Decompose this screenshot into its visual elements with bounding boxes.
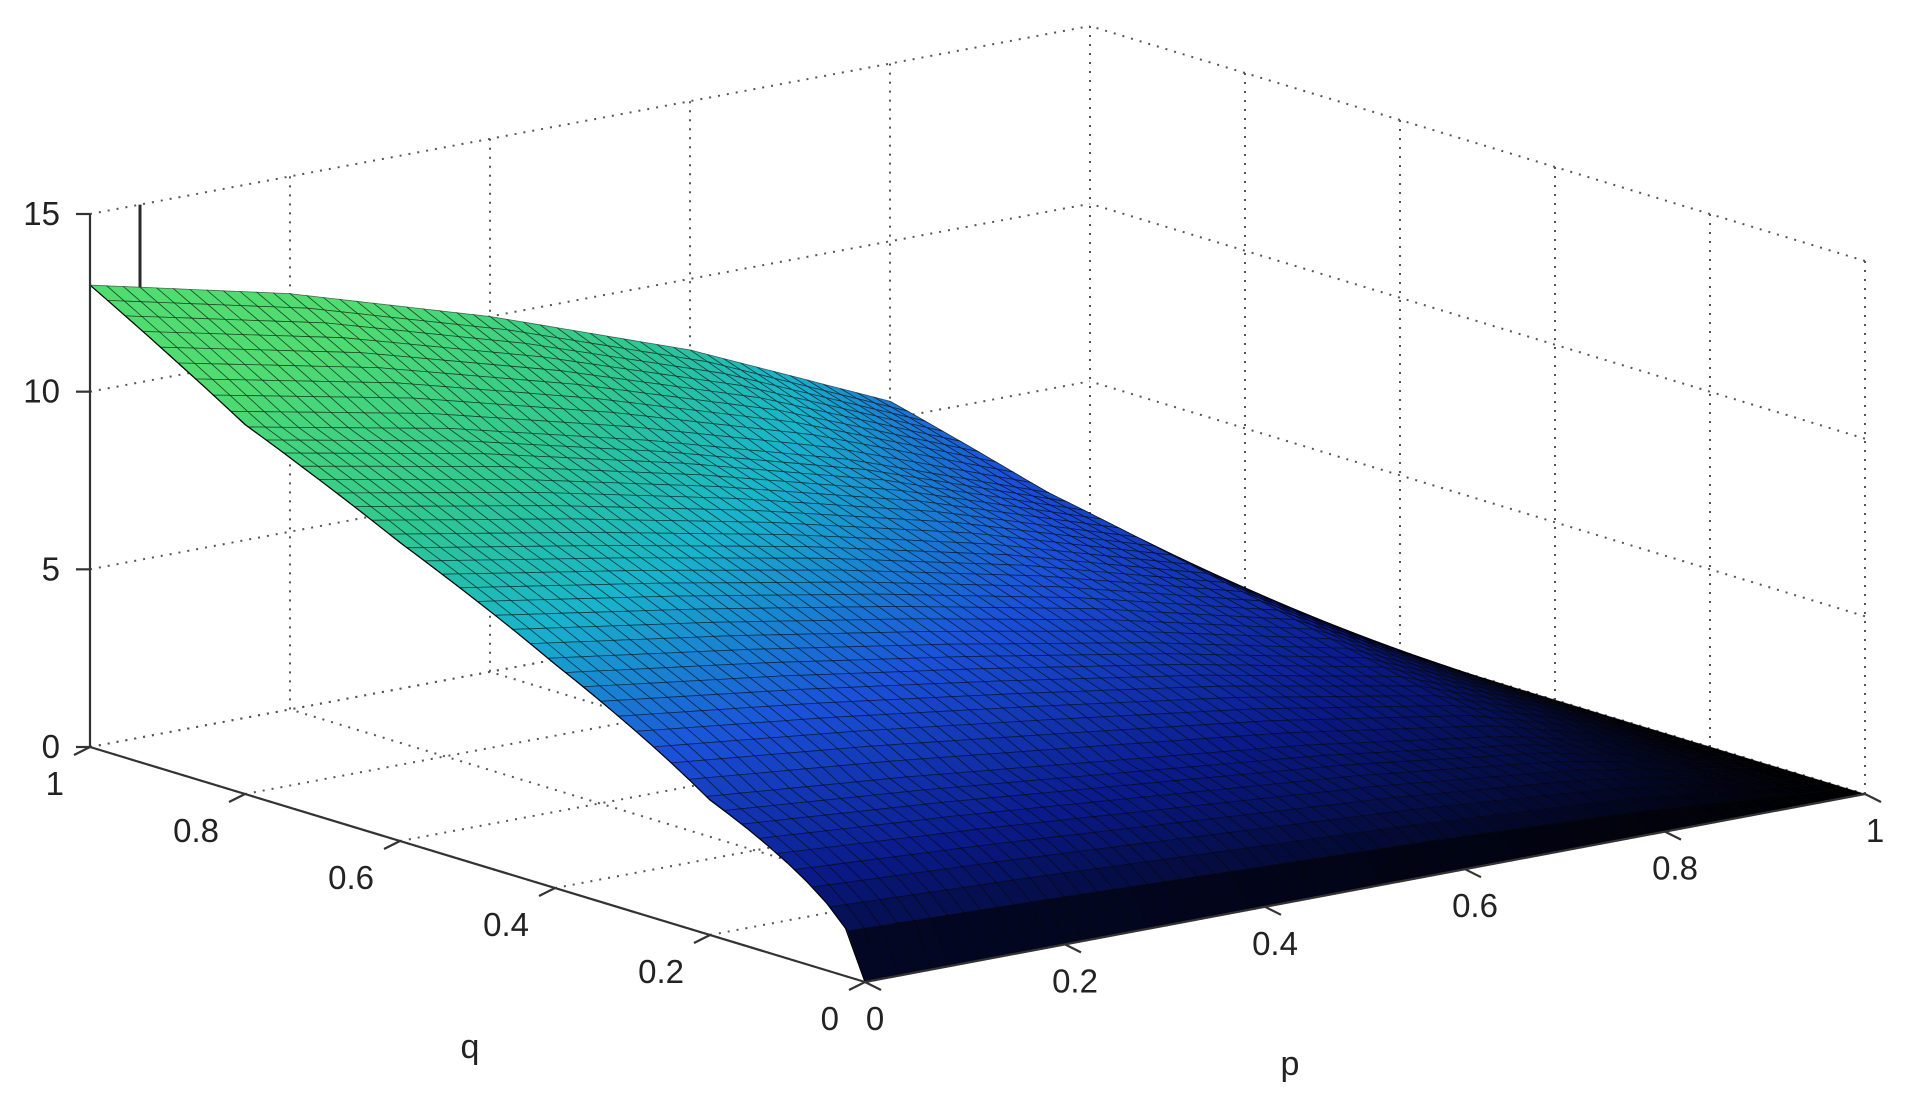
grid-line (89, 25, 1091, 215)
z-tick-label: 5 (42, 550, 60, 587)
p-tick-label: 1 (1866, 812, 1884, 849)
q-tick-label: 0.6 (328, 859, 374, 896)
grid-line (1089, 202, 1866, 440)
z-tick-label: 15 (23, 195, 60, 232)
q-axis-line (89, 745, 866, 984)
q-tick-label: 0 (821, 1000, 839, 1037)
axis-labels: p q (461, 1028, 1300, 1083)
q-tick (383, 840, 401, 850)
grid-line (89, 202, 1091, 393)
q-tick (73, 746, 91, 756)
p-tick-label: 0.2 (1052, 962, 1098, 999)
p-tick (1064, 943, 1082, 954)
p-tick-label: 0 (866, 1000, 884, 1037)
q-tick-label: 0.2 (638, 953, 684, 990)
p-tick (1264, 905, 1282, 916)
q-tick (228, 793, 246, 803)
y-axis-label: q (461, 1028, 480, 1066)
q-tick (848, 981, 866, 991)
x-axis-label: p (1281, 1045, 1300, 1083)
surface-edge (89, 283, 866, 983)
grid-line (89, 380, 1091, 571)
q-tick (693, 934, 711, 944)
p-tick (1864, 793, 1882, 803)
grid-line (1089, 25, 1866, 262)
p-tick-label: 0.4 (1252, 925, 1298, 962)
z-tick-label: 10 (23, 373, 60, 410)
p-tick (1464, 868, 1482, 879)
p-tick-label: 0.8 (1652, 850, 1698, 887)
p-axis-line (864, 792, 1866, 984)
surface (88, 204, 1866, 983)
z-tick-label: 0 (42, 728, 60, 765)
q-tick-label: 0.4 (483, 906, 529, 943)
q-tick-label: 1 (46, 765, 64, 802)
q-tick-label: 0.8 (173, 812, 219, 849)
p-tick (1664, 830, 1682, 841)
p-tick-label: 0.6 (1452, 887, 1498, 924)
p-tick (864, 981, 882, 991)
q-tick (538, 887, 556, 897)
